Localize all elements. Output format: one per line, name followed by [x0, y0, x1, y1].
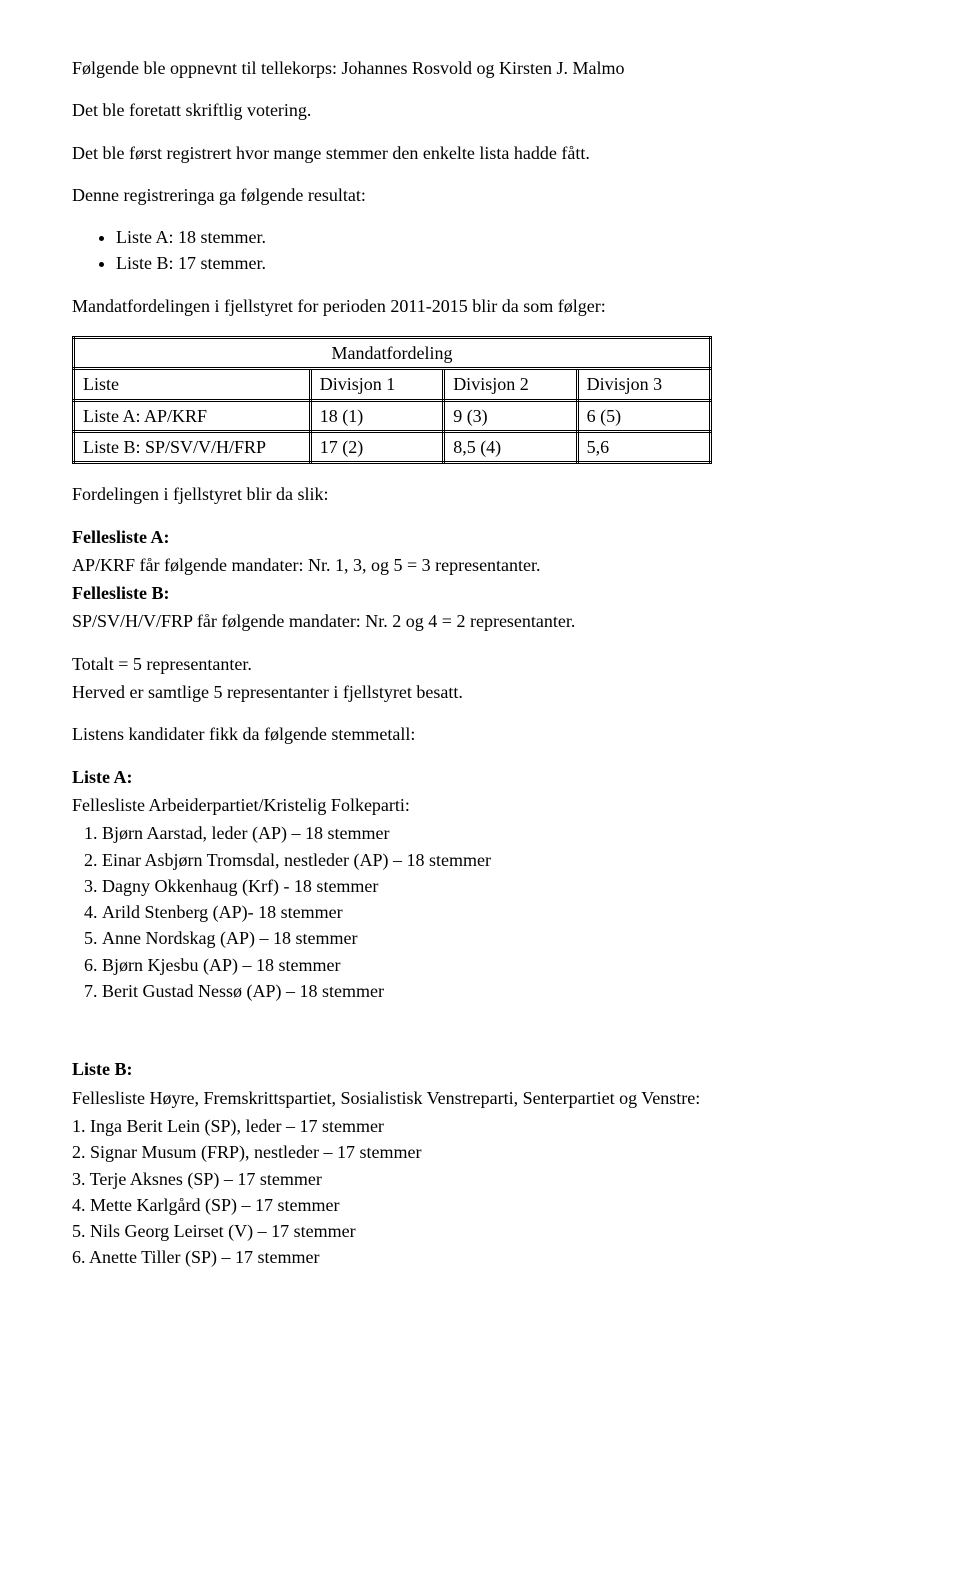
fellesliste-a-title: Fellesliste A: [72, 525, 890, 549]
mandat-table: Mandatfordeling Liste Divisjon 1 Divisjo… [72, 336, 712, 464]
mandat-row-cell: 6 (5) [577, 400, 710, 431]
list-item: Arild Stenberg (AP)- 18 stemmer [102, 900, 890, 924]
intro-line-2: Det ble foretatt skriftlig votering. [72, 98, 890, 122]
list-item: Berit Gustad Nessø (AP) – 18 stemmer [102, 979, 890, 1003]
liste-b-items: 1. Inga Berit Lein (SP), leder – 17 stem… [72, 1114, 890, 1270]
mandat-row-cell: 5,6 [577, 431, 710, 462]
list-item: 4. Mette Karlgård (SP) – 17 stemmer [72, 1193, 890, 1217]
mandat-header-div1: Divisjon 1 [310, 369, 443, 400]
mandat-row-cell: 18 (1) [310, 400, 443, 431]
list-item: Bjørn Aarstad, leder (AP) – 18 stemmer [102, 821, 890, 845]
totals-line-2: Herved er samtlige 5 representanter i fj… [72, 680, 890, 704]
list-item: Dagny Okkenhaug (Krf) - 18 stemmer [102, 874, 890, 898]
fellesliste-b-line: SP/SV/H/V/FRP får følgende mandater: Nr.… [72, 609, 890, 633]
mandat-row-cell: 8,5 (4) [444, 431, 577, 462]
intro-line-4: Denne registreringa ga følgende resultat… [72, 183, 890, 207]
fellesliste-a-line: AP/KRF får følgende mandater: Nr. 1, 3, … [72, 553, 890, 577]
list-item: Anne Nordskag (AP) – 18 stemmer [102, 926, 890, 950]
liste-b-title: Liste B: [72, 1057, 890, 1081]
intro-line-3: Det ble først registrert hvor mange stem… [72, 141, 890, 165]
fordeling-heading: Fordelingen i fjellstyret blir da slik: [72, 482, 890, 506]
list-item: Einar Asbjørn Tromsdal, nestleder (AP) –… [102, 848, 890, 872]
list-item: 3. Terje Aksnes (SP) – 17 stemmer [72, 1167, 890, 1191]
list-item: Bjørn Kjesbu (AP) – 18 stemmer [102, 953, 890, 977]
kandidater-intro: Listens kandidater fikk da følgende stem… [72, 722, 890, 746]
mandat-intro: Mandatfordelingen i fjellstyret for peri… [72, 294, 890, 318]
liste-a-title: Liste A: [72, 765, 890, 789]
mandat-header-liste: Liste [74, 369, 311, 400]
liste-a-items: Bjørn Aarstad, leder (AP) – 18 stemmer E… [72, 821, 890, 1003]
mandat-row-cell: 9 (3) [444, 400, 577, 431]
mandat-row-cell: 17 (2) [310, 431, 443, 462]
list-item: 1. Inga Berit Lein (SP), leder – 17 stem… [72, 1114, 890, 1138]
mandat-row-label: Liste B: SP/SV/V/H/FRP [74, 431, 311, 462]
liste-b-subtitle: Fellesliste Høyre, Fremskrittspartiet, S… [72, 1086, 890, 1110]
mandat-row-label: Liste A: AP/KRF [74, 400, 311, 431]
result-bullet-item: Liste B: 17 stemmer. [116, 251, 890, 275]
fellesliste-b-title: Fellesliste B: [72, 581, 890, 605]
list-item: 2. Signar Musum (FRP), nestleder – 17 st… [72, 1140, 890, 1164]
liste-a-subtitle: Fellesliste Arbeiderpartiet/Kristelig Fo… [72, 793, 890, 817]
list-item: 6. Anette Tiller (SP) – 17 stemmer [72, 1245, 890, 1269]
intro-line-1: Følgende ble oppnevnt til tellekorps: Jo… [72, 56, 890, 80]
mandat-table-caption: Mandatfordeling [74, 338, 711, 369]
list-item: 5. Nils Georg Leirset (V) – 17 stemmer [72, 1219, 890, 1243]
result-bullet-item: Liste A: 18 stemmer. [116, 225, 890, 249]
result-bullet-list: Liste A: 18 stemmer. Liste B: 17 stemmer… [72, 225, 890, 276]
totals-line-1: Totalt = 5 representanter. [72, 652, 890, 676]
mandat-header-div3: Divisjon 3 [577, 369, 710, 400]
mandat-header-div2: Divisjon 2 [444, 369, 577, 400]
